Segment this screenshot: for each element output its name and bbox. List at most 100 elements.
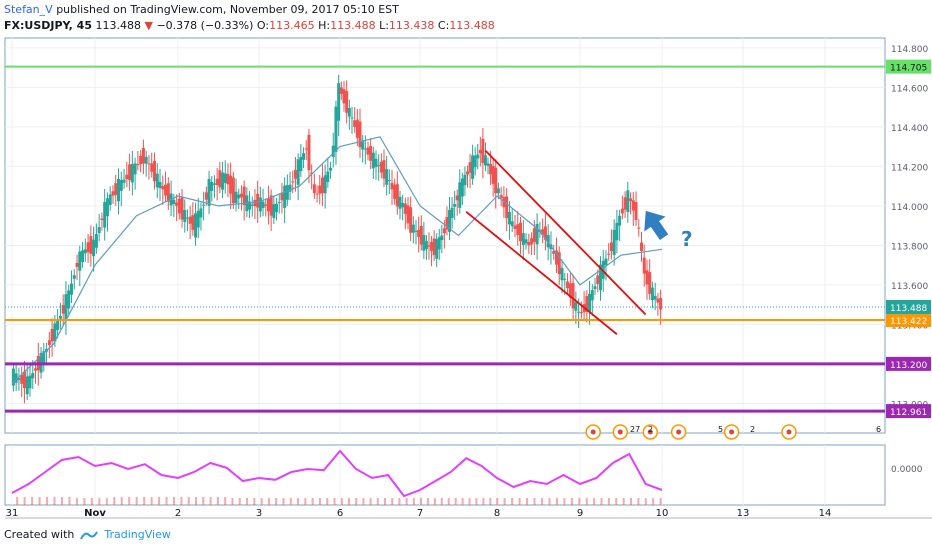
y-tick-label: 114.800 — [891, 45, 928, 55]
candle-body — [626, 190, 630, 213]
candle-body — [516, 224, 520, 236]
event-dot — [786, 429, 792, 435]
candle-body — [42, 351, 46, 364]
candle-body — [25, 376, 29, 395]
candle-body — [28, 375, 32, 389]
candle-body — [505, 196, 509, 219]
oscillator-tick-label: 0.0000 — [891, 465, 923, 475]
candle-body — [532, 228, 536, 242]
high-label: H: — [318, 19, 331, 32]
candle-body — [629, 198, 633, 202]
close-value: 113.488 — [449, 19, 495, 32]
candle-body — [283, 185, 287, 208]
candle-body — [158, 181, 162, 188]
candle-body — [471, 155, 475, 179]
candle-body — [172, 199, 176, 205]
volume-bar — [630, 498, 633, 505]
candle-body — [463, 174, 467, 186]
candle-body — [256, 193, 260, 208]
candle-body — [326, 171, 330, 182]
candle-body — [507, 211, 511, 225]
candle-body — [105, 198, 109, 217]
volume-bar — [362, 498, 365, 505]
candle-body — [524, 239, 528, 244]
volume-bar — [348, 498, 350, 505]
volume-bar — [289, 498, 292, 505]
y-tick-label: 113.800 — [891, 242, 928, 252]
candle-body — [409, 207, 413, 233]
candle-body — [58, 315, 62, 319]
candle-body — [607, 253, 611, 255]
last-price-tag — [886, 299, 931, 314]
candle-body — [552, 251, 556, 254]
candle-body — [535, 223, 539, 245]
volume-bar — [46, 497, 49, 505]
candle-body — [17, 378, 21, 381]
volume-bar — [548, 498, 551, 505]
candle-body — [382, 160, 386, 179]
volume-bar — [340, 498, 343, 505]
candle-body — [541, 229, 545, 235]
candle-body — [272, 204, 276, 218]
candle-body — [75, 262, 79, 267]
volume-bar — [68, 497, 71, 505]
volume-bar — [555, 498, 558, 505]
low-value: 113.438 — [388, 19, 435, 32]
candle-body — [424, 241, 428, 250]
candle-body — [393, 184, 397, 199]
candle-body — [435, 239, 439, 259]
candle-body — [450, 207, 454, 219]
candle-body — [398, 196, 402, 209]
candlestick-series — [11, 74, 663, 404]
candle-body — [465, 171, 469, 175]
volume-bar — [518, 498, 521, 505]
candle-body — [108, 194, 112, 205]
candle-body — [269, 195, 273, 216]
candle-body — [261, 201, 265, 208]
event-count-label: 2 — [648, 425, 653, 434]
up-arrow-annotation-icon — [644, 210, 669, 240]
tradingview-brand[interactable]: TradingView — [104, 528, 171, 541]
candle-body — [266, 198, 270, 212]
candle-body — [250, 204, 254, 206]
candle-body — [481, 138, 485, 163]
volume-bar — [637, 498, 640, 505]
author-name[interactable]: Stefan_V — [4, 3, 53, 16]
candle-body — [342, 89, 346, 104]
candle-body — [659, 297, 663, 310]
volume-bar — [238, 498, 241, 505]
candle-body — [353, 120, 357, 127]
candle-body — [22, 371, 26, 388]
candle-body — [331, 145, 335, 157]
candle-body — [81, 250, 85, 262]
volume-bar — [570, 498, 573, 505]
candle-body — [293, 170, 297, 179]
candle-body — [417, 229, 421, 237]
change-arrow-icon: ▼ — [144, 19, 153, 32]
candle-body — [310, 172, 314, 174]
event-count-label: 6 — [876, 425, 881, 434]
level-price-tag — [886, 313, 931, 328]
candle-body — [207, 179, 211, 206]
candle-body — [527, 242, 531, 246]
candle-body — [546, 234, 550, 248]
candle-body — [631, 200, 635, 211]
candle-body — [221, 172, 225, 190]
volume-bar — [369, 498, 372, 505]
candle-body — [645, 270, 649, 285]
candle-body — [395, 184, 399, 207]
candle-body — [237, 194, 241, 199]
candle-body — [432, 238, 436, 256]
candle-body — [277, 202, 281, 204]
candle-body — [414, 230, 418, 232]
candle-body — [401, 203, 405, 208]
change-value: −0.378 (−0.33%) — [156, 19, 254, 32]
volume-bar — [405, 498, 408, 505]
volume-bar — [496, 498, 499, 505]
candle-body — [366, 147, 370, 155]
candle-body — [593, 286, 597, 290]
volume-bar — [533, 498, 536, 505]
candle-body — [53, 323, 57, 342]
candle-body — [155, 173, 159, 188]
